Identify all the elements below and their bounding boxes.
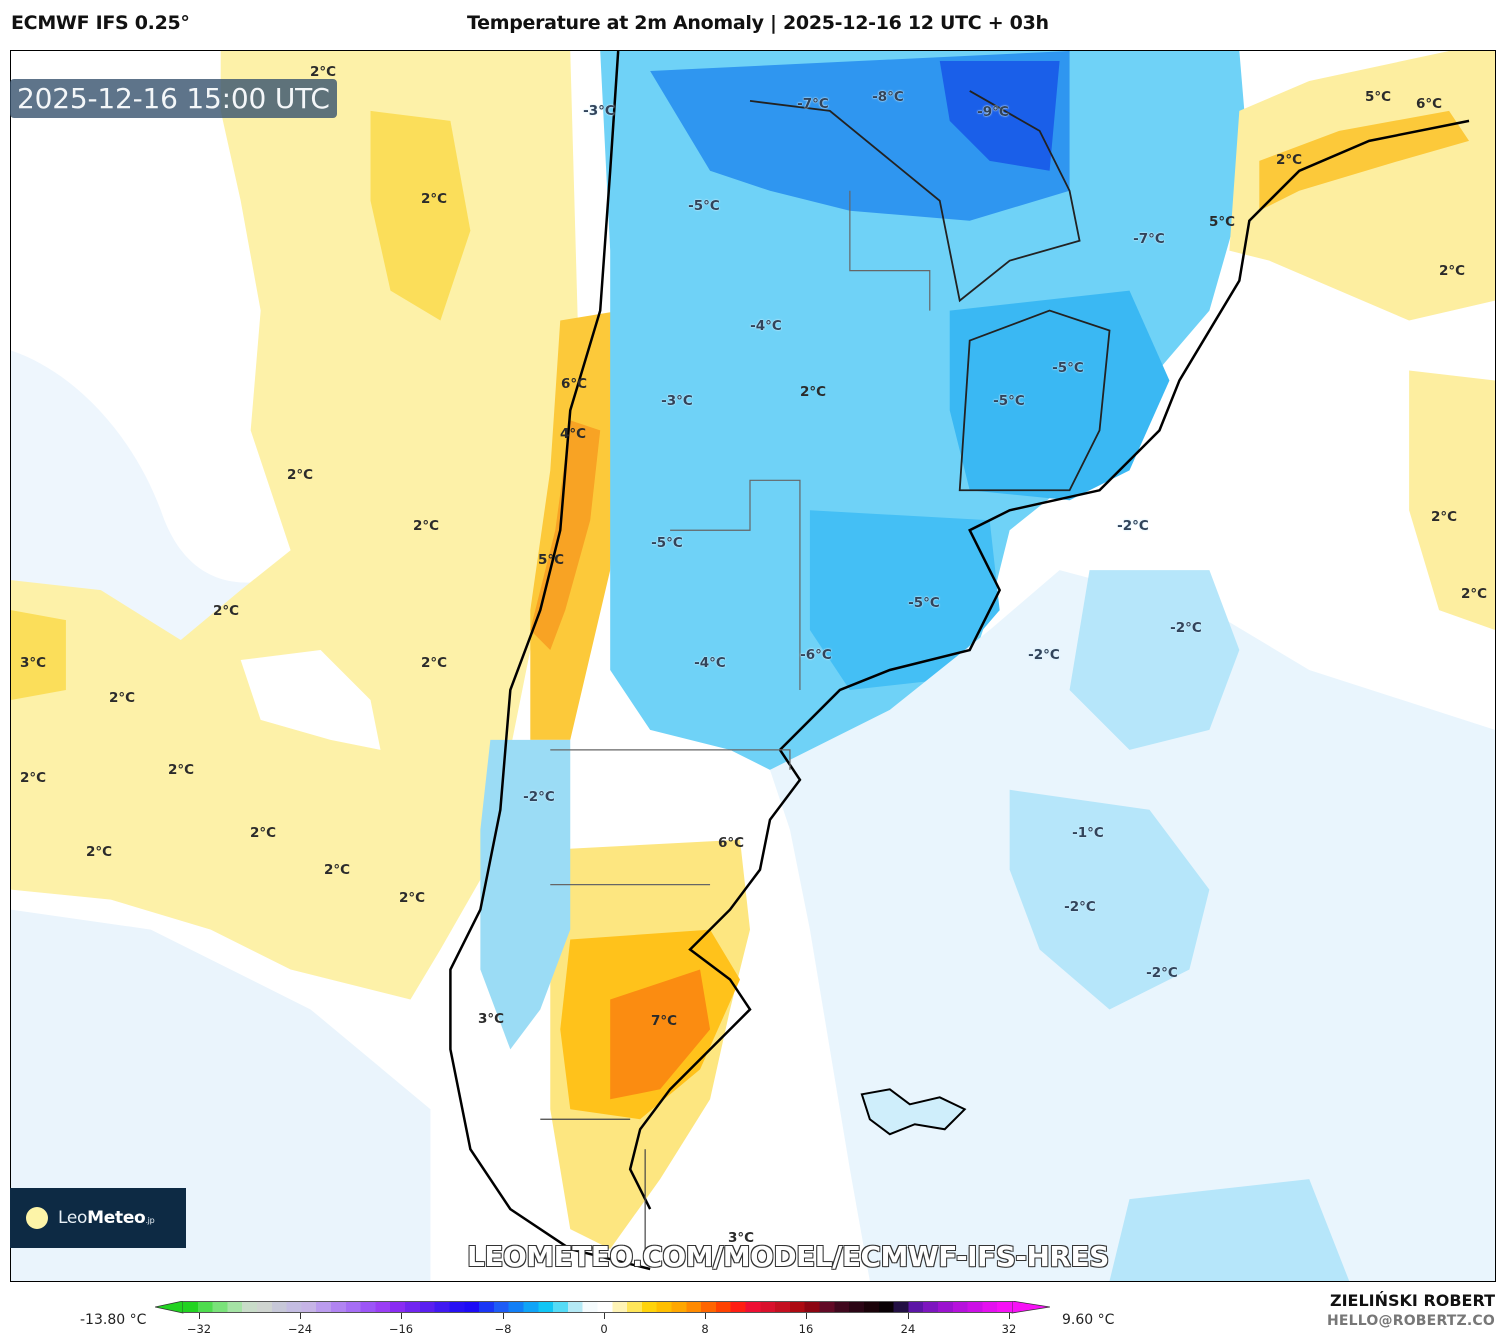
contour-label: 2°C [85,844,113,860]
model-name: ECMWF IFS 0.25° [11,12,190,34]
contour-label: -7°C [797,96,829,112]
contour-label: 2°C [1460,586,1488,602]
colorbar-tick [199,1313,200,1319]
colorbar-tick-label: −24 [287,1322,313,1336]
contour-label: 2°C [108,690,136,706]
contour-label: 4°C [559,426,587,442]
colorbar-tick-label: 32 [1001,1322,1017,1336]
contour-label: 2°C [1430,509,1458,525]
logo-text: LeoMeteo.jp [58,1208,155,1228]
colorbar [155,1301,1050,1314]
source-watermark[interactable]: LEOMETEO.COM/MODEL/ECMWF-IFS-HRES [467,1240,1109,1273]
colorbar-min-label: -13.80 °C [80,1312,147,1328]
colorbar-tick [604,1313,605,1319]
contour-label: 3°C [19,655,47,671]
leometeo-logo[interactable]: LeoMeteo.jp [10,1188,186,1248]
contour-label: 2°C [420,655,448,671]
contour-label: 3°C [477,1011,505,1027]
contour-label: 2°C [286,467,314,483]
contour-label: 2°C [398,890,426,906]
colorbar-tick-label: 0 [600,1322,608,1336]
contour-label: -4°C [694,655,726,671]
colorbar-tick [300,1313,301,1319]
contour-label: -1°C [1072,825,1104,841]
contour-label: -2°C [1064,899,1096,915]
contour-label: -2°C [1117,518,1149,534]
colorbar-arrows [155,1301,1050,1314]
contour-label: -5°C [651,535,683,551]
colorbar-tick-label: 8 [701,1322,709,1336]
contour-label: 5°C [537,552,565,568]
colorbar-max-label: 9.60 °C [1062,1312,1115,1328]
contour-label: 2°C [19,770,47,786]
valid-time-badge: 2025-12-16 15:00 UTC [10,79,337,118]
contour-label: -2°C [1170,620,1202,636]
contour-label: -9°C [977,104,1009,120]
contour-label: -5°C [688,198,720,214]
contour-label: 2°C [249,825,277,841]
contour-label: -7°C [1133,231,1165,247]
contour-label: -2°C [1028,647,1060,663]
colorbar-tick [401,1313,402,1319]
contour-label: 5°C [1364,89,1392,105]
colorbar-tick [503,1313,504,1319]
colorbar-tick [1009,1313,1010,1319]
author-name: ZIELIŃSKI ROBERT [1329,1291,1495,1310]
contour-label: 6°C [717,835,745,851]
contour-label: -5°C [1052,360,1084,376]
contour-label: 6°C [1415,96,1443,112]
contour-label: 3°C [727,1230,755,1246]
colorbar-tick-label: 24 [900,1322,916,1336]
contour-label: -8°C [872,89,904,105]
contour-label: 7°C [650,1013,678,1029]
contour-label: 2°C [420,191,448,207]
contour-label: 2°C [412,518,440,534]
contour-label: -3°C [583,103,615,119]
contour-label: -3°C [661,393,693,409]
contour-label: -4°C [750,318,782,334]
anomaly-map [11,51,1495,1281]
colorbar-gradient [183,1301,1012,1313]
colorbar-tick-label: −32 [186,1322,212,1336]
contour-label: -2°C [523,789,555,805]
colorbar-tick [806,1313,807,1319]
contour-label: 5°C [1208,214,1236,230]
contour-label: 6°C [560,376,588,392]
colorbar-tick [705,1313,706,1319]
colorbar-tick-label: −8 [494,1322,512,1336]
contour-label: -5°C [993,393,1025,409]
contour-label: 2°C [799,384,827,400]
contour-label: 2°C [167,762,195,778]
contour-label: 2°C [212,603,240,619]
map-panel: 2°C -3°C -7°C -8°C -9°C 5°C 6°C 2°C 2°C -5°C 5°C -7… [10,50,1496,1282]
contour-label: -2°C [1146,965,1178,981]
contour-label: 2°C [1275,152,1303,168]
contour-label: 2°C [309,64,337,80]
contour-label: 2°C [1438,263,1466,279]
contour-label: -6°C [800,647,832,663]
contour-label: -5°C [908,595,940,611]
colorbar-tick-label: 16 [798,1322,814,1336]
contour-label: 2°C [323,862,351,878]
chart-title: Temperature at 2m Anomaly | 2025-12-16 1… [467,12,1049,34]
sun-icon [26,1207,48,1229]
colorbar-tick [908,1313,909,1319]
author-email[interactable]: HELLO@ROBERTZ.CO [1327,1313,1495,1329]
colorbar-tick-label: −16 [388,1322,414,1336]
